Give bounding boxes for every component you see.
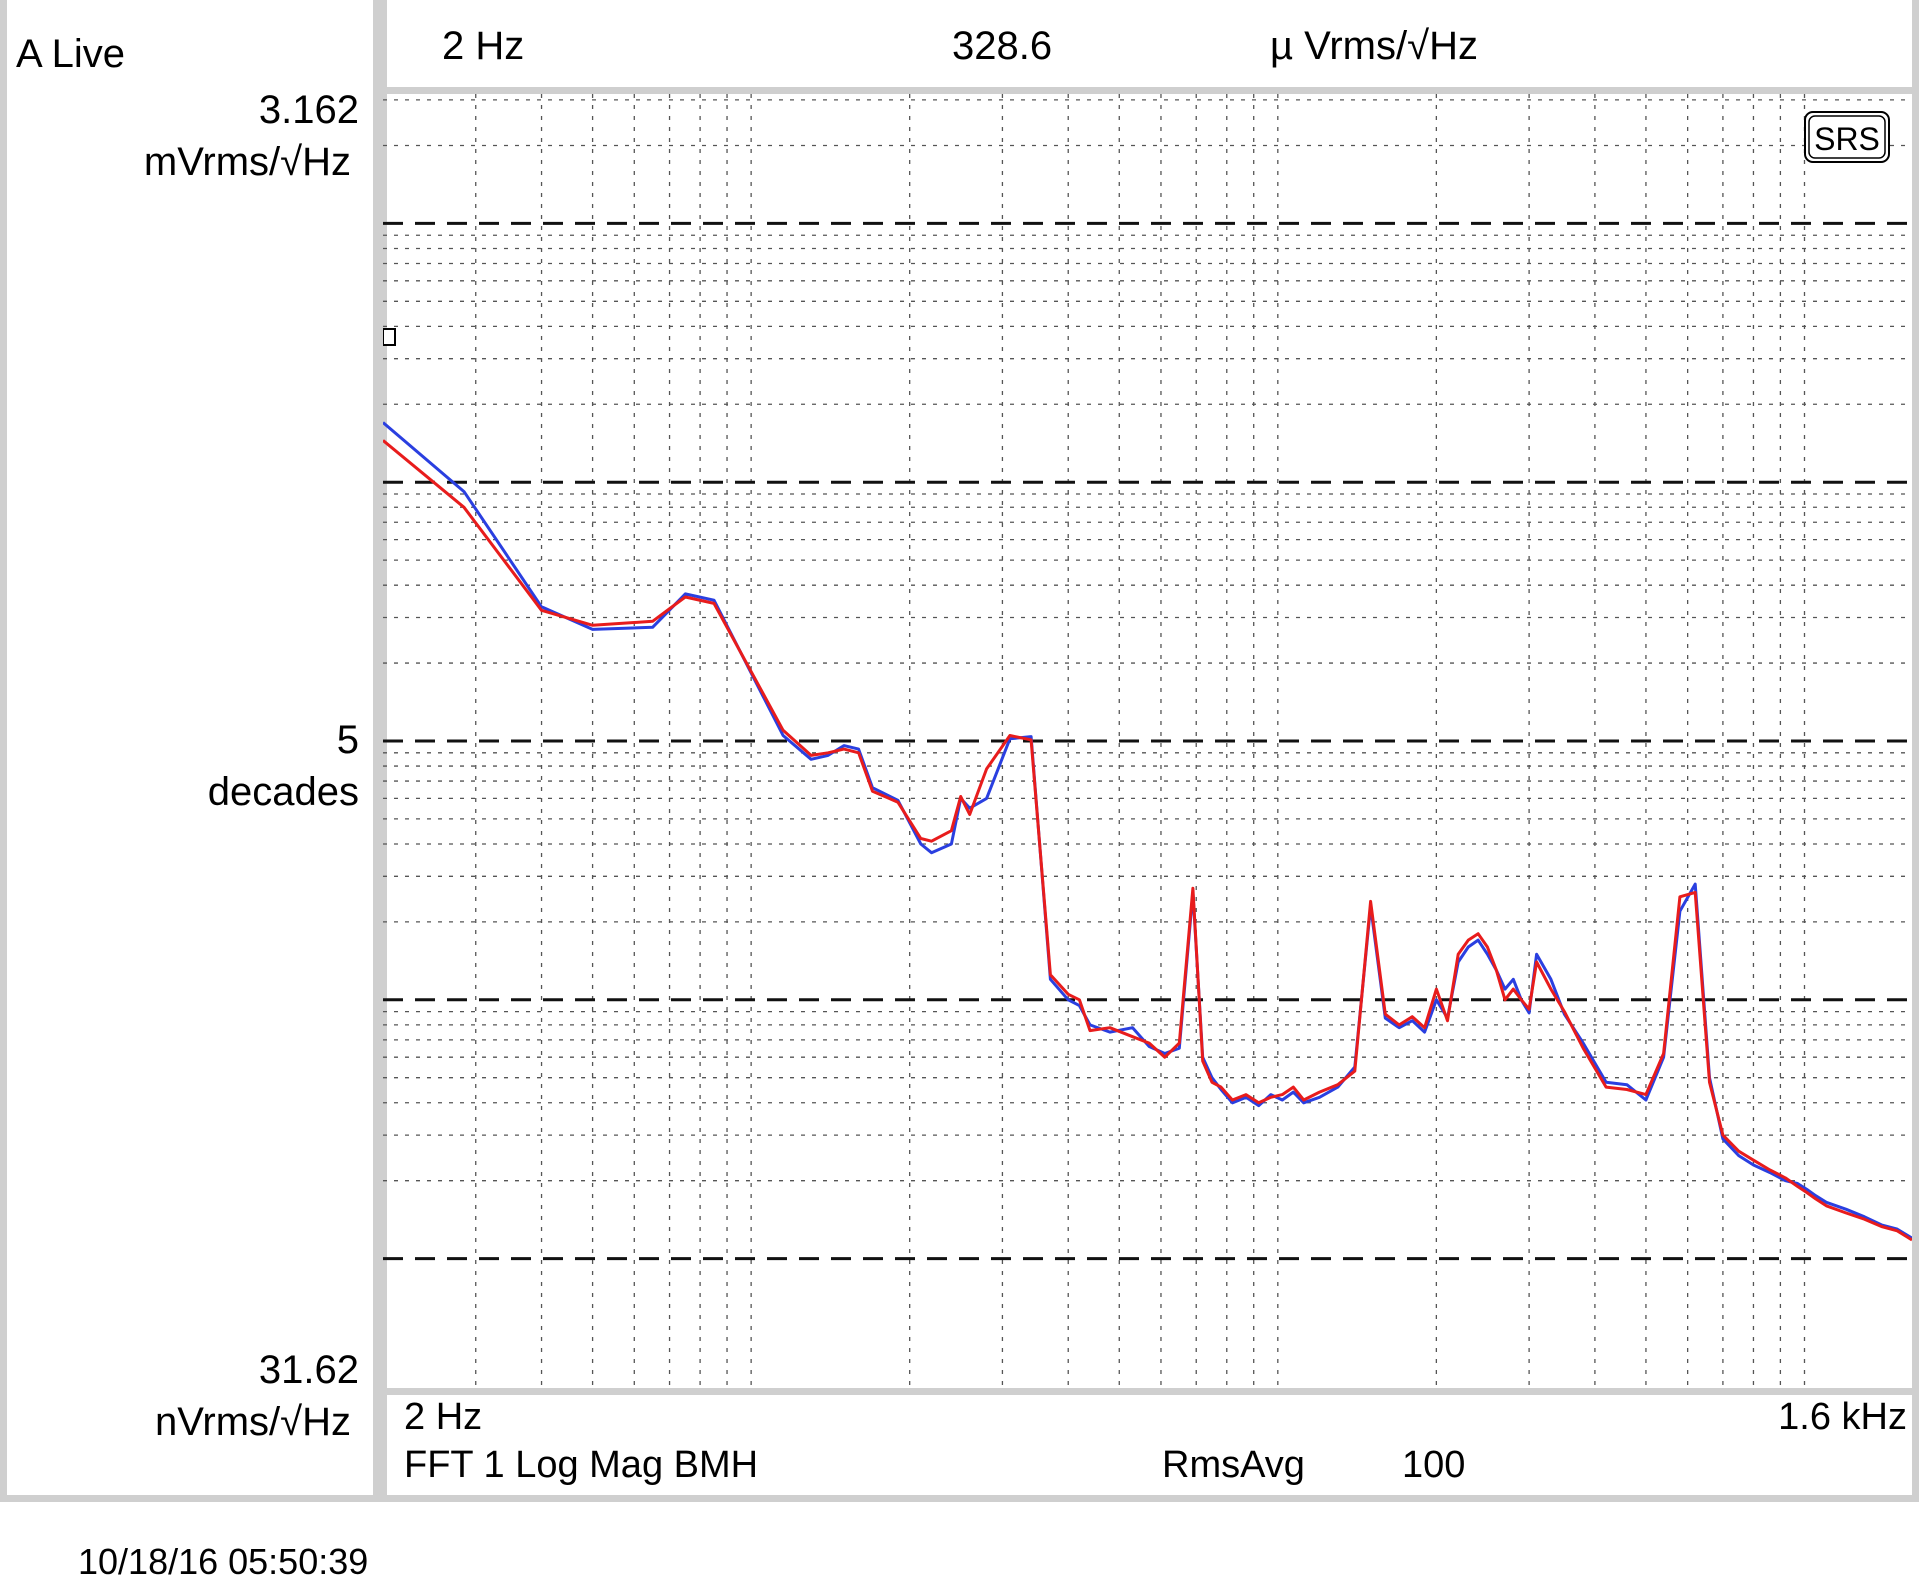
trace-layer [383, 421, 1912, 1242]
x-end-label: 1.6 kHz [1778, 1396, 1907, 1438]
marker-value: 328.6 [952, 24, 1053, 68]
marker-readout-bar [380, 0, 1919, 94]
trace-label[interactable]: A Live [16, 32, 125, 76]
y-bottom-unit: nVrms/√Hz [154, 1400, 351, 1444]
averaging-count: 100 [1402, 1444, 1466, 1486]
spectrum-plot[interactable]: SRS [383, 94, 1912, 1388]
averaging-mode[interactable]: RmsAvg [1162, 1444, 1305, 1486]
measurement-label[interactable]: FFT 1 Log Mag BMH [404, 1444, 759, 1486]
y-top-value: 3.162 [258, 88, 359, 132]
marker-frequency: 2 Hz [442, 24, 525, 68]
timestamp: 10/18/16 05:50:39 [78, 1541, 369, 1582]
status-bar [380, 1388, 1919, 1502]
marker-indicator[interactable] [383, 328, 396, 346]
marker-unit: µ Vrms/√Hz [1270, 24, 1478, 68]
y-bottom-value: 31.62 [258, 1348, 359, 1392]
x-start-label: 2 Hz [404, 1396, 483, 1438]
blue-trace [383, 421, 1912, 1240]
plot-grid [383, 94, 1912, 1388]
left-scale-panel [0, 0, 380, 1502]
red-trace [383, 439, 1912, 1242]
y-top-unit: mVrms/√Hz [143, 140, 351, 184]
y-mid-unit: decades [207, 770, 359, 814]
srs-logo-text: SRS [1814, 121, 1880, 157]
y-mid-value: 5 [336, 718, 359, 762]
srs-logo: SRS [1804, 111, 1890, 163]
